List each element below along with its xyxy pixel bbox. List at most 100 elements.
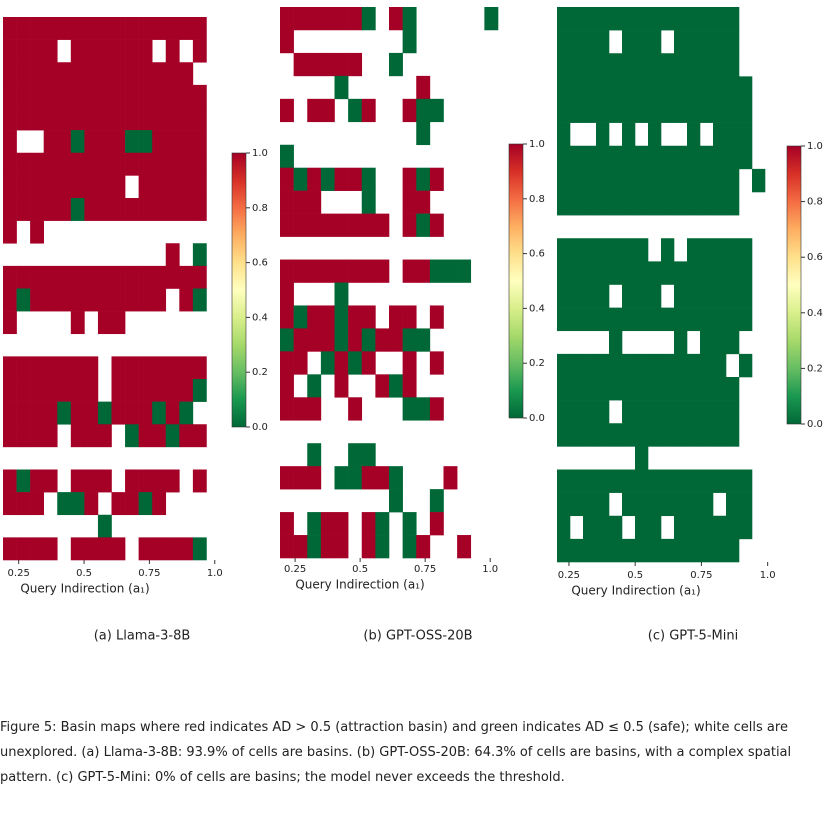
heat-cell: [609, 168, 623, 193]
heat-cell: [320, 98, 335, 123]
heat-cell: [648, 192, 662, 216]
heat-cell: [429, 512, 444, 536]
heat-cell: [661, 423, 675, 447]
heat-cell: [416, 121, 431, 146]
heat-cell: [30, 220, 44, 244]
heat-cell: [84, 424, 99, 448]
heat-cell: [375, 259, 390, 283]
heat-cell: [687, 353, 701, 378]
heat-cell: [557, 400, 571, 424]
heat-cell: [97, 537, 112, 561]
heat-cell: [57, 492, 72, 516]
heat-cell: [622, 30, 636, 54]
heat-cell: [97, 401, 112, 425]
heat-cell: [84, 265, 99, 289]
heat-cell: [3, 424, 17, 448]
heat-cell: [348, 466, 363, 490]
heat-cell: [43, 537, 58, 561]
heat-cell: [30, 17, 44, 40]
heat-cell: [648, 261, 662, 285]
heat-cell: [687, 423, 701, 447]
heat-cell: [700, 7, 714, 31]
heat-cell: [583, 261, 597, 285]
heat-cell: [648, 53, 662, 77]
heat-cell: [57, 17, 72, 40]
heat-cell: [713, 76, 727, 100]
heat-cell: [596, 284, 610, 308]
heat-cell: [700, 284, 714, 308]
heat-cell: [570, 99, 584, 123]
heat-cell: [179, 379, 194, 402]
heat-cell: [16, 469, 31, 493]
heat-cell: [165, 175, 180, 199]
heat-cell: [726, 423, 740, 447]
heat-cell: [570, 168, 584, 193]
heat-cell: [111, 356, 126, 380]
heat-cell: [152, 175, 167, 199]
heat-cell: [687, 122, 701, 147]
heat-cell: [739, 261, 753, 285]
x-tick-label: 0.5: [352, 564, 368, 575]
heat-cell: [557, 53, 571, 77]
colorbar-tick-label: 0.6: [807, 252, 823, 263]
heat-cell: [635, 377, 649, 401]
heat-cell: [192, 424, 207, 448]
heat-cell: [84, 62, 99, 86]
heat-cell: [320, 351, 335, 375]
heat-cell: [726, 492, 740, 517]
heat-cell: [111, 17, 126, 40]
heat-cell: [583, 192, 597, 216]
colorbar-tick-label: 1.0: [252, 148, 268, 159]
heat-cell: [570, 423, 584, 447]
heat-cell: [570, 284, 584, 308]
heat-cell: [293, 213, 308, 237]
heat-cell: [307, 213, 322, 237]
heat-cell: [320, 328, 335, 352]
heat-cell: [192, 469, 207, 493]
heat-cell: [165, 401, 180, 425]
heat-cell: [30, 401, 44, 425]
heat-cell: [138, 288, 153, 312]
heat-cell: [320, 305, 335, 329]
heat-cell: [674, 423, 688, 447]
heat-cell: [687, 238, 701, 262]
heat-cell: [16, 537, 31, 561]
heat-cell: [557, 238, 571, 262]
heat-cell: [713, 377, 727, 401]
heat-cell: [320, 213, 335, 237]
heat-cell: [97, 265, 112, 289]
heat-cell: [43, 401, 58, 425]
heat-cell: [97, 311, 112, 335]
heat-cell: [97, 17, 112, 40]
heat-cell: [70, 17, 85, 40]
heat-cell: [16, 152, 31, 176]
heat-cell: [192, 356, 207, 380]
heat-cell: [648, 76, 662, 100]
heat-cell: [280, 190, 294, 214]
heat-cell: [138, 356, 153, 380]
heat-cell: [622, 307, 636, 332]
heat-cell: [622, 238, 636, 262]
heat-cell: [307, 512, 322, 536]
heat-cell: [111, 62, 126, 86]
heat-cell: [165, 537, 180, 561]
heat-cell: [307, 374, 322, 398]
heat-cell: [111, 198, 126, 221]
heat-cell: [293, 190, 308, 214]
heat-cell: [674, 7, 688, 31]
heat-cell: [179, 107, 194, 131]
heat-cell: [320, 259, 335, 283]
heat-cell: [111, 492, 126, 516]
heat-cell: [635, 7, 649, 31]
heat-cell: [402, 213, 417, 237]
heat-cell: [648, 538, 662, 563]
heat-cell: [583, 168, 597, 193]
heat-cell: [713, 538, 727, 563]
heat-cell: [622, 492, 636, 517]
heat-cell: [609, 192, 623, 216]
heat-cell: [179, 17, 194, 40]
heat-cell: [402, 167, 417, 191]
heat-cell: [622, 168, 636, 193]
heat-cell: [348, 167, 363, 191]
heat-cell: [583, 7, 597, 31]
